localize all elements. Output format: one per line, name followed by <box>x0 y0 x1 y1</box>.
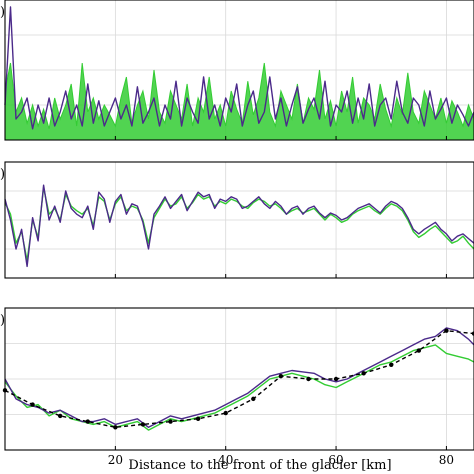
series-point <box>389 362 394 367</box>
panel-2: ) <box>0 161 474 279</box>
series-point <box>251 396 256 402</box>
series-point <box>195 416 201 421</box>
series-point <box>416 348 422 353</box>
grid-3 <box>5 308 474 450</box>
series-point <box>85 419 90 424</box>
series-point <box>444 328 449 333</box>
series-point <box>30 402 35 407</box>
series-line-2 <box>4 184 474 268</box>
panel-1: ) <box>0 0 474 141</box>
panel-letter-1: ) <box>0 5 5 20</box>
panel-frame-2 <box>4 161 474 279</box>
panel-3: ) <box>0 307 474 451</box>
x-tick-label: 20 <box>108 453 123 467</box>
x-tick-labels: 20 40 60 80 <box>108 453 454 467</box>
x-axis-label: Distance to the front of the glacier [km… <box>128 458 391 473</box>
series-line-2 <box>4 6 474 130</box>
x-tick-label: 40 <box>218 453 233 467</box>
panel-frame-1 <box>4 0 474 141</box>
x-tick-label: 60 <box>328 453 343 467</box>
series-point <box>113 425 118 430</box>
series-point <box>57 413 63 419</box>
series-point <box>361 371 366 376</box>
series-point <box>306 376 311 382</box>
series-point <box>168 419 173 424</box>
grid-2 <box>5 162 474 278</box>
series-point <box>278 373 284 379</box>
series-point <box>140 422 146 427</box>
series-line-3 <box>4 330 474 428</box>
panel-frame-3 <box>4 307 474 451</box>
panel-letter-3: ) <box>0 313 5 328</box>
series-point <box>333 376 339 382</box>
x-tick-label: 80 <box>439 453 454 467</box>
panels: ))) <box>0 0 474 451</box>
series-point <box>223 410 228 416</box>
series-line-2 <box>4 327 474 428</box>
series-line-1 <box>4 186 474 262</box>
panel-letter-2: ) <box>0 167 5 182</box>
